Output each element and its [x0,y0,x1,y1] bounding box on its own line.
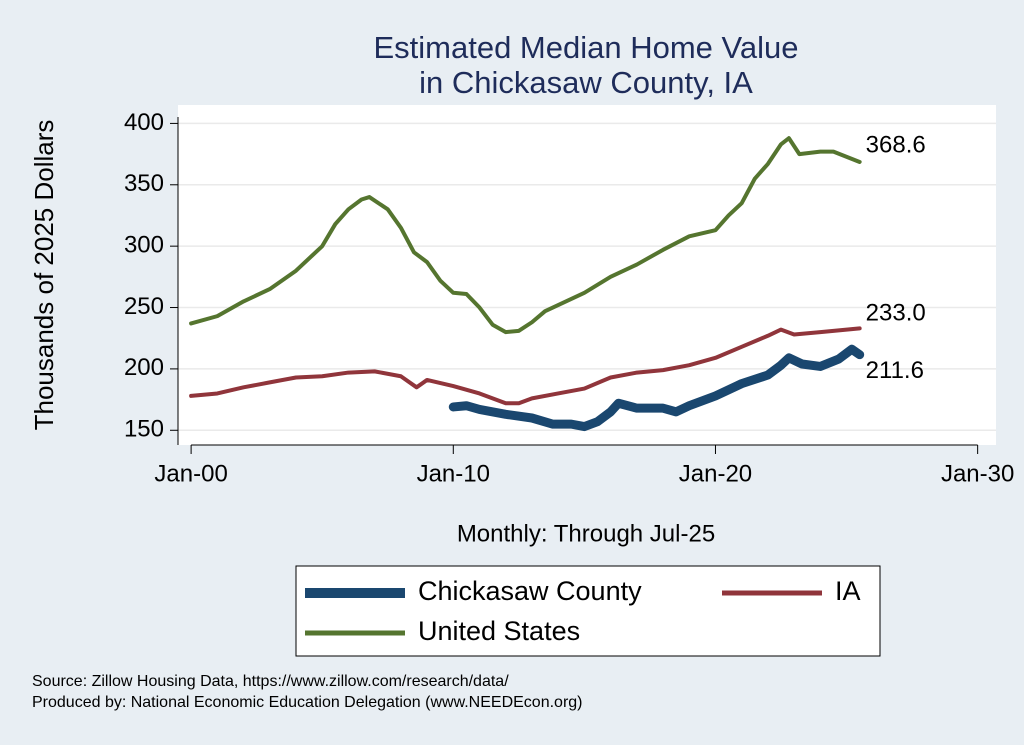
credit-note: Produced by: National Economic Education… [32,694,583,711]
legend-label: United States [418,616,580,646]
source-note: Source: Zillow Housing Data, https://www… [32,673,509,690]
chart-title: Estimated Median Home Value [373,30,798,65]
y-tick-label: 400 [124,109,164,136]
legend [295,565,881,657]
y-tick-label: 250 [124,293,164,320]
x-tick-label: Jan-10 [417,460,490,487]
legend-label: Chickasaw County [418,576,642,606]
value-label: 233.0 [866,300,926,327]
value-label: 211.6 [866,357,924,384]
series-line [189,136,862,335]
y-tick-label: 300 [124,231,164,258]
y-axis-title: Thousands of 2025 Dollars [29,120,59,431]
value-label: 368.6 [866,131,926,158]
y-tick-label: 200 [124,354,164,381]
series-line [189,326,862,406]
y-tick-label: 350 [124,170,164,197]
x-tick-label: Jan-20 [679,460,752,487]
x-tick-label: Jan-30 [941,460,1014,487]
y-tick-label: 150 [124,416,164,443]
series-line [448,344,865,432]
x-tick-label: Jan-00 [154,460,227,487]
legend-label: IA [835,576,861,606]
x-axis-title: Monthly: Through Jul-25 [457,520,715,547]
chart-title: in Chickasaw County, IA [419,65,753,100]
